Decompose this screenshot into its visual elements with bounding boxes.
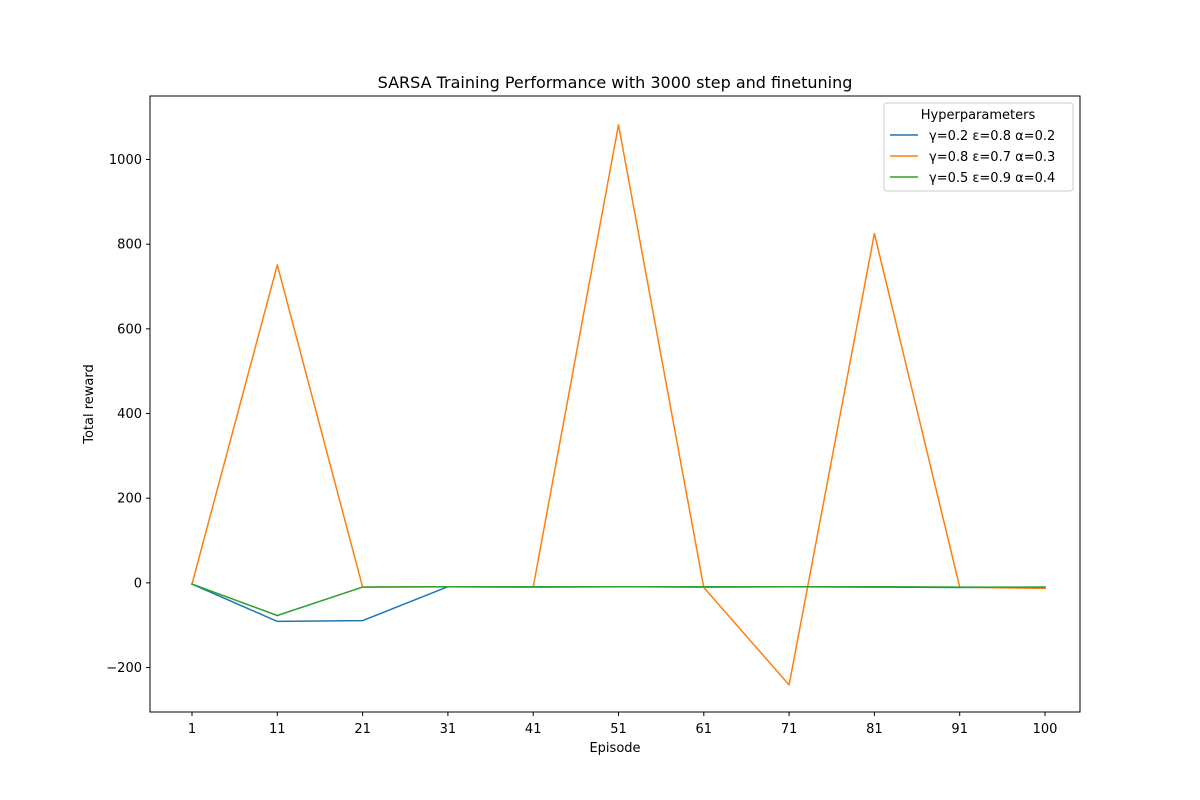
x-tick-label: 100 bbox=[1033, 722, 1058, 737]
x-tick-label: 81 bbox=[866, 722, 883, 737]
series-line-2 bbox=[191, 124, 1046, 686]
x-tick-label: 31 bbox=[440, 722, 457, 737]
y-tick-label: 200 bbox=[117, 492, 142, 507]
legend-box bbox=[883, 102, 1074, 192]
y-tick-label: 800 bbox=[117, 238, 142, 253]
y-tick-label: 600 bbox=[117, 322, 142, 337]
legend: Hyperparameters γ=0.2 ε=0.8 α=0.2 γ=0.8 ε… bbox=[883, 102, 1074, 192]
x-axis-label: Episode bbox=[589, 741, 640, 756]
legend-label-1: γ=0.2 ε=0.8 α=0.2 bbox=[929, 129, 1055, 144]
x-tick-label: 71 bbox=[781, 722, 798, 737]
x-tick-label: 51 bbox=[610, 722, 627, 737]
x-tick-label: 41 bbox=[525, 722, 542, 737]
x-tick-label: 1 bbox=[188, 722, 196, 737]
legend-label-2: γ=0.8 ε=0.7 α=0.3 bbox=[929, 150, 1055, 165]
y-tick-label: 400 bbox=[117, 407, 142, 422]
x-tick-label: 21 bbox=[354, 722, 371, 737]
chart-title: SARSA Training Performance with 3000 ste… bbox=[378, 73, 853, 92]
axes-layer: 1 11 21 31 41 51 61 71 81 91 100−20002004006008001… bbox=[106, 95, 1081, 737]
y-axis-label: Total reward bbox=[82, 364, 97, 445]
x-tick-label: 61 bbox=[696, 722, 713, 737]
legend-entries: γ=0.2 ε=0.8 α=0.2 γ=0.8 ε=0.7 α=0.3 γ=0.5 … bbox=[890, 129, 1055, 186]
y-tick-label: 0 bbox=[134, 576, 142, 591]
legend-title: Hyperparameters bbox=[921, 108, 1036, 123]
legend-label-3: γ=0.5 ε=0.9 α=0.4 bbox=[929, 171, 1055, 186]
y-tick-label: −200 bbox=[106, 661, 142, 676]
series-layer bbox=[191, 124, 1046, 686]
x-tick-label: 11 bbox=[269, 722, 286, 737]
x-tick-label: 91 bbox=[951, 722, 968, 737]
plot-frame bbox=[149, 95, 1081, 713]
y-tick-label: 1000 bbox=[109, 153, 142, 168]
series-line-3 bbox=[191, 583, 1046, 617]
